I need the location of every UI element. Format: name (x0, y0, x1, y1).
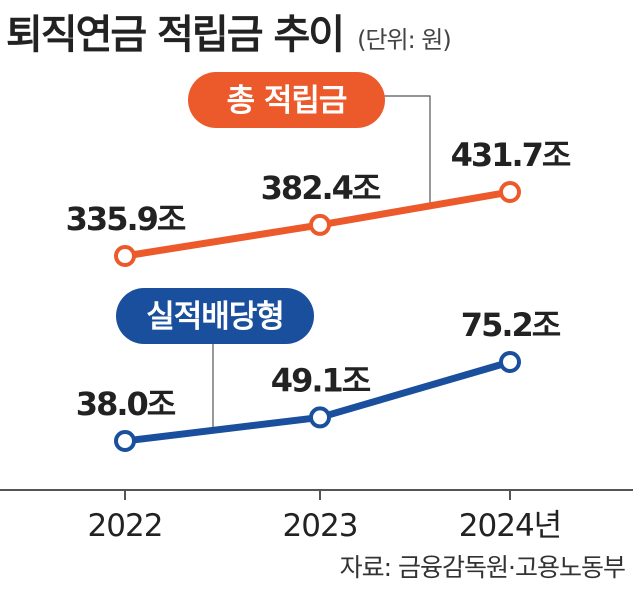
data-point (309, 213, 331, 236)
legend-label: 총 적립금 (227, 83, 347, 119)
x-tick-label: 2022 (88, 508, 163, 544)
source-note: 자료: 금융감독원·고용노동부 (339, 553, 626, 582)
x-tick-label: 2024년 (459, 508, 561, 544)
data-label: 335.9조 (66, 200, 186, 238)
data-label: 382.4조 (261, 169, 381, 207)
data-label: 49.1조 (271, 361, 371, 399)
data-point (499, 351, 521, 373)
legend-leader-line (384, 95, 431, 207)
data-point (114, 245, 136, 267)
legend-label: 실적배당형 (146, 299, 284, 335)
data-label: 431.7조 (451, 136, 571, 174)
data-point (499, 181, 521, 203)
data-label: 75.2조 (461, 306, 561, 344)
unit-label: (단위: 원) (357, 26, 452, 54)
data-point (114, 430, 136, 452)
chart-title-block: 퇴직연금 적립금 추이 (단위: 원) (6, 2, 452, 60)
data-point (309, 406, 331, 429)
legend-pill (116, 288, 314, 344)
chart-title: 퇴직연금 적립금 추이 (6, 12, 345, 58)
data-label: 38.0조 (76, 385, 176, 423)
x-tick-label: 2023 (283, 508, 358, 544)
legend-pill (188, 72, 385, 128)
